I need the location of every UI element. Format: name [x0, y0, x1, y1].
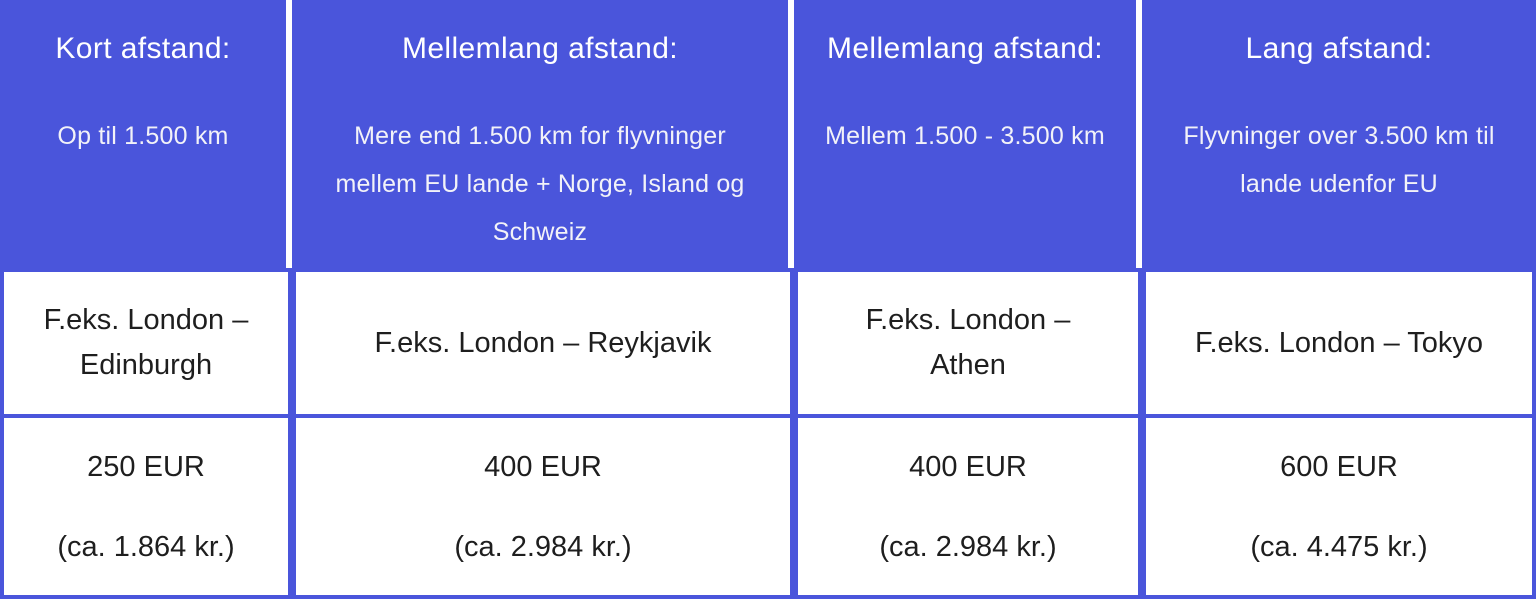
table-amounts-row: 250 EUR (ca. 1.864 kr.) 400 EUR (ca. 2.9… [0, 418, 1536, 599]
amount-dkk: (ca. 4.475 kr.) [1250, 530, 1428, 563]
amount-eur: 250 EUR [87, 450, 205, 483]
example-route: F.eks. London – Edinburgh [43, 304, 249, 381]
amount-cell-medium-distance: 400 EUR (ca. 2.984 kr.) [794, 418, 1142, 599]
amount-cell-medium-distance-eu: 400 EUR (ca. 2.984 kr.) [292, 418, 794, 599]
header-subtitle: Op til 1.500 km [57, 122, 229, 150]
header-subtitle: Mere end 1.500 km for flyvninger mellem … [335, 122, 745, 246]
header-title: Mellemlang afstand: [826, 32, 1104, 65]
example-route: F.eks. London – Reykjavik [374, 326, 712, 359]
table-header-row: Kort afstand: Op til 1.500 km Mellemlang… [0, 0, 1536, 268]
header-cell-long-distance: Lang afstand: Flyvninger over 3.500 km t… [1142, 0, 1536, 268]
amount-dkk: (ca. 2.984 kr.) [879, 530, 1057, 563]
header-cell-medium-distance-eu: Mellemlang afstand: Mere end 1.500 km fo… [292, 0, 794, 268]
example-route-cell-medium-distance-eu: F.eks. London – Reykjavik [292, 268, 794, 418]
amount-eur: 400 EUR [909, 450, 1027, 483]
amount-cell-long-distance: 600 EUR (ca. 4.475 kr.) [1142, 418, 1536, 599]
header-subtitle: Mellem 1.500 - 3.500 km [825, 122, 1105, 150]
header-cell-short-distance: Kort afstand: Op til 1.500 km [0, 0, 292, 268]
header-cell-medium-distance: Mellemlang afstand: Mellem 1.500 - 3.500… [794, 0, 1142, 268]
header-title: Kort afstand: [55, 32, 231, 65]
example-route: F.eks. London – Tokyo [1194, 326, 1484, 359]
example-route-cell-medium-distance: F.eks. London – Athen [794, 268, 1142, 418]
example-route-cell-long-distance: F.eks. London – Tokyo [1142, 268, 1536, 418]
amount-cell-short-distance: 250 EUR (ca. 1.864 kr.) [0, 418, 292, 599]
amount-eur: 400 EUR [484, 450, 602, 483]
table-examples-row: F.eks. London – Edinburgh F.eks. London … [0, 268, 1536, 418]
header-title: Lang afstand: [1245, 32, 1433, 65]
amount-dkk: (ca. 1.864 kr.) [57, 530, 235, 563]
amount-dkk: (ca. 2.984 kr.) [454, 530, 632, 563]
amount-eur: 600 EUR [1280, 450, 1398, 483]
header-subtitle: Flyvninger over 3.500 km til lande udenf… [1183, 122, 1495, 198]
header-title: Mellemlang afstand: [401, 32, 679, 65]
example-route: F.eks. London – Athen [865, 304, 1071, 381]
example-route-cell-short-distance: F.eks. London – Edinburgh [0, 268, 292, 418]
